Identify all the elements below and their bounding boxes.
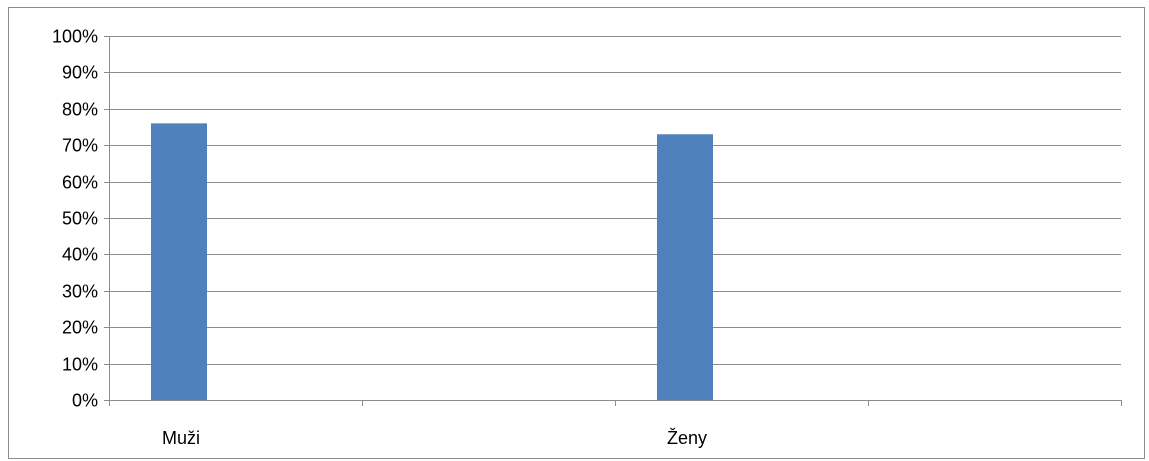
y-tick-label: 70% [62, 136, 98, 156]
y-tick-label: 10% [62, 355, 98, 375]
bar-ženy [657, 134, 713, 400]
y-tick-label: 0% [72, 391, 98, 411]
bars [151, 123, 713, 401]
y-tick-label: 90% [62, 63, 98, 83]
y-tick-label: 60% [62, 173, 98, 193]
x-axis-tick-labels: Muži Ženy [162, 428, 707, 448]
y-axis-tick-labels: 0% 10% 20% 30% 40% 50% 60% 70% 80% 90% 100% [52, 27, 98, 411]
x-tick-label: Muži [162, 428, 200, 448]
y-tick-label: 80% [62, 100, 98, 120]
gridlines [109, 36, 1121, 365]
x-tick-label: Ženy [667, 428, 707, 448]
y-tick-label: 30% [62, 282, 98, 302]
bar-muži [151, 123, 207, 401]
y-tick-label: 50% [62, 209, 98, 229]
x-axis [104, 36, 1122, 406]
y-tick-label: 20% [62, 318, 98, 338]
y-tick-label: 40% [62, 245, 98, 265]
y-tick-label: 100% [52, 27, 98, 47]
